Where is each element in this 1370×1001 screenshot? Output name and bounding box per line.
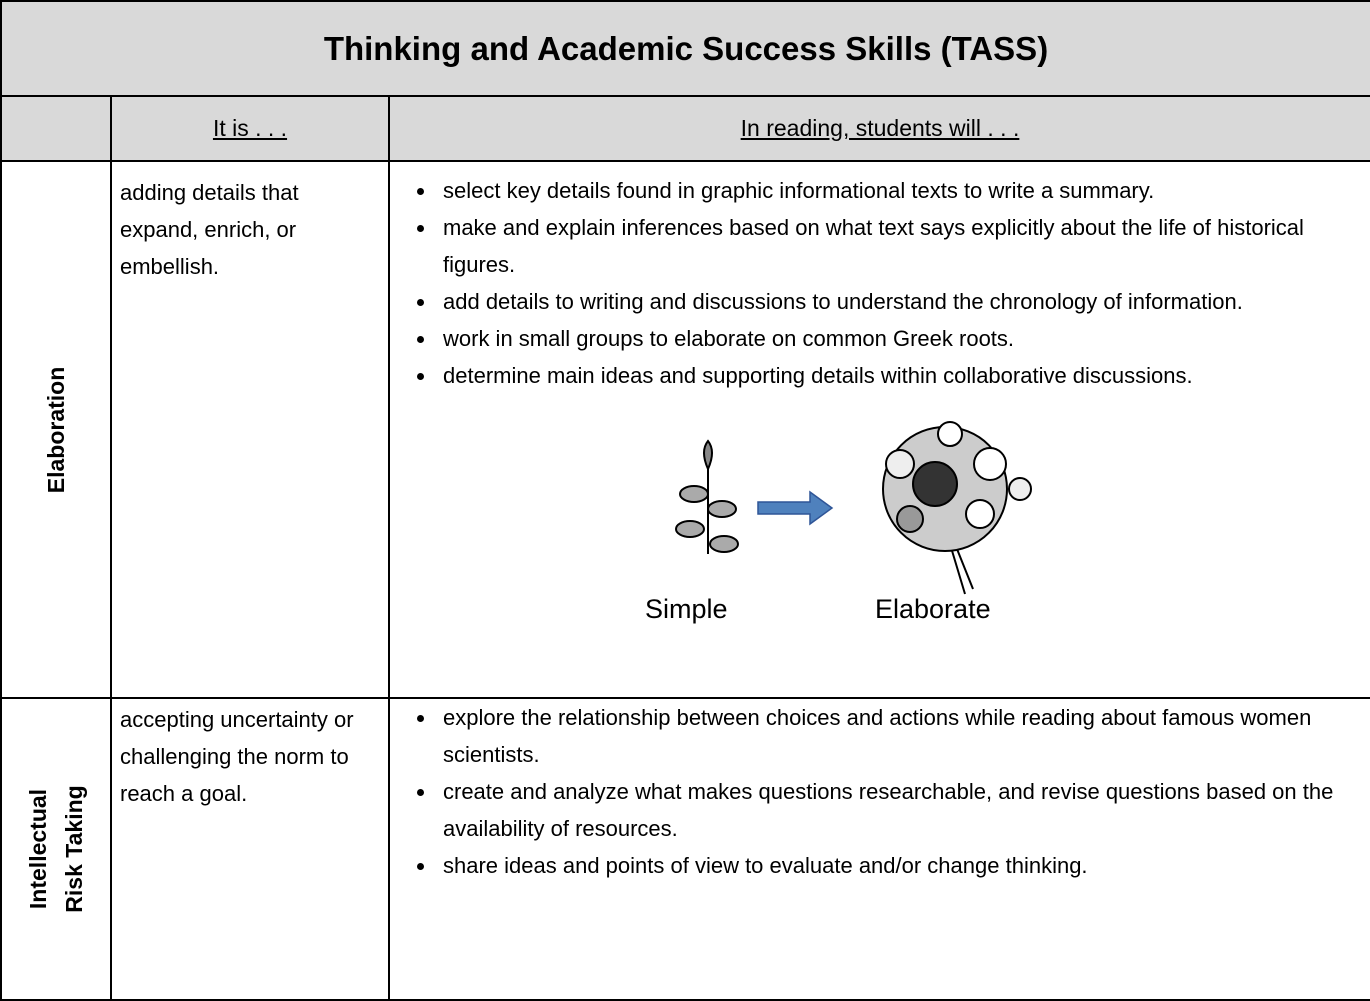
bullet: add details to writing and discussions t…	[437, 283, 1360, 320]
header-cell: In reading, students will . . .	[388, 95, 1370, 162]
bullet: share ideas and points of view to evalua…	[437, 847, 1360, 884]
skill-line: Risk Taking	[61, 785, 87, 913]
bullet-list: explore the relationship between choices…	[390, 699, 1360, 884]
bullets-cell: explore the relationship between choices…	[388, 697, 1370, 1001]
image-label: Simple	[645, 594, 728, 624]
header-cell: It is . . .	[110, 95, 390, 162]
bullet: determine main ideas and supporting deta…	[437, 357, 1360, 394]
image-label: Elaborate	[875, 594, 991, 624]
skill-cell: Intellectual Risk Taking	[0, 697, 112, 1001]
skill-line: Intellectual	[25, 788, 51, 910]
bullet: work in small groups to elaborate on com…	[437, 320, 1360, 357]
bullet: create and analyze what makes questions …	[437, 773, 1360, 847]
definition: adding details that expand, enrich, or e…	[110, 160, 390, 699]
definition: accepting uncertainty or challenging the…	[110, 697, 390, 1001]
title: Thinking and Academic Success Skills (TA…	[0, 0, 1370, 97]
illustration-art	[675, 421, 1032, 595]
skill-name: Intellectual Risk Taking	[20, 785, 92, 912]
bullet: explore the relationship between choices…	[437, 699, 1360, 773]
bullet: make and explain inferences based on wha…	[437, 209, 1360, 283]
bullet-list: select key details found in graphic info…	[390, 172, 1360, 394]
skill-name: Elaboration	[38, 366, 74, 493]
illustration: Simple Elaborate	[390, 394, 1370, 639]
skill-line: Elaboration	[43, 366, 69, 493]
bullets-cell: select key details found in graphic info…	[388, 160, 1370, 699]
skill-cell: Elaboration	[0, 160, 112, 699]
corner-cell	[0, 95, 112, 162]
bullet: select key details found in graphic info…	[437, 172, 1360, 209]
